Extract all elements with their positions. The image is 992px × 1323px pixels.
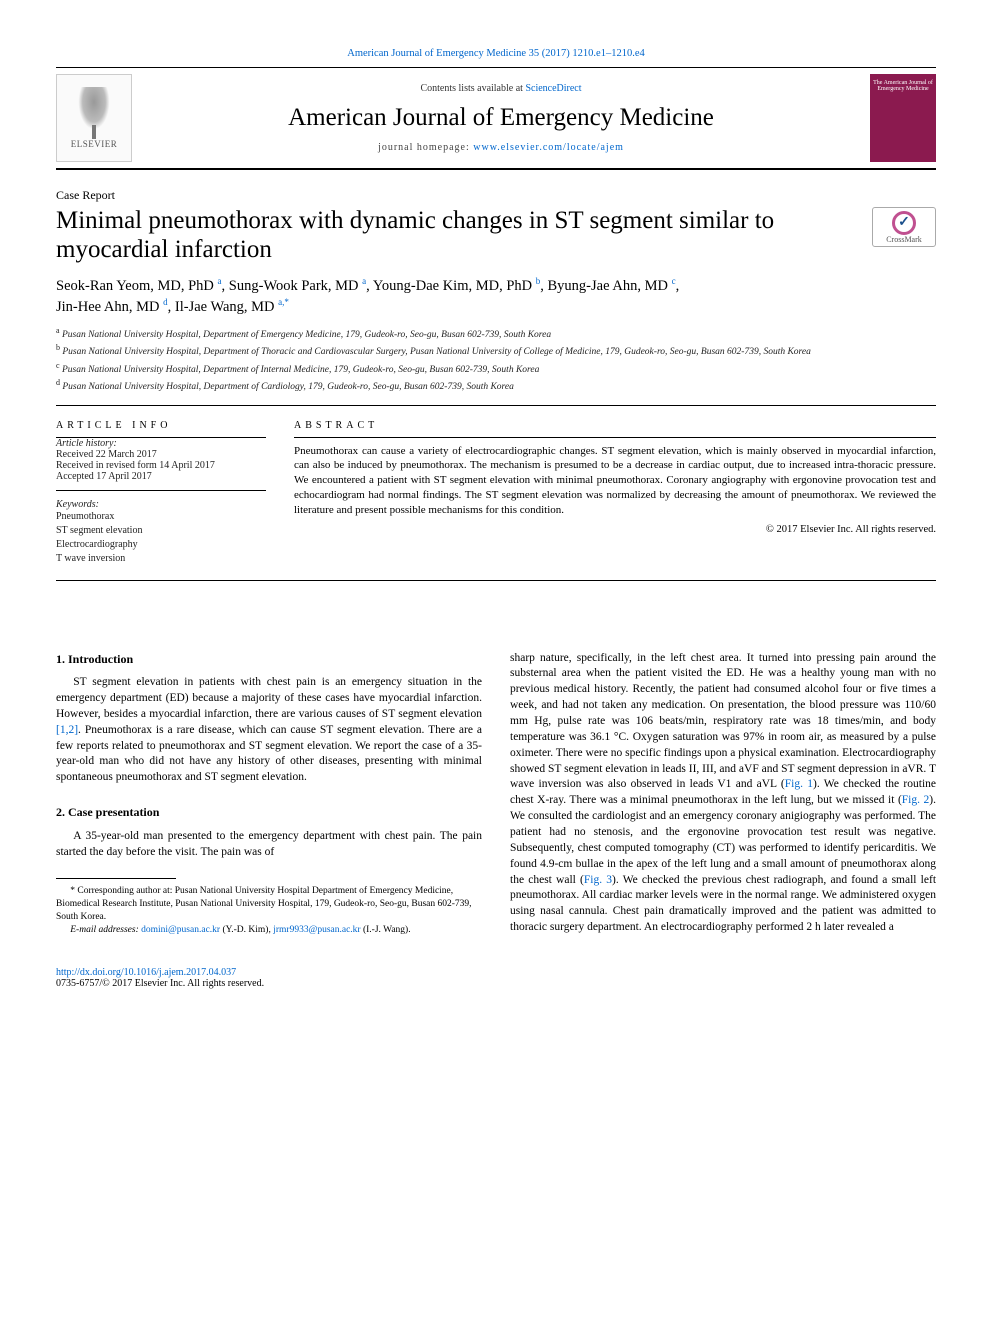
case-para-1: A 35-year-old man presented to the emerg… [56,829,482,861]
sep: , [676,277,680,293]
crossmark-label: CrossMark [886,235,922,244]
keywords-block: Keywords: Pneumothorax ST segment elevat… [56,499,266,566]
cover-label: The American Journal of Emergency Medici… [872,80,934,92]
crossmark-badge[interactable]: ✓ CrossMark [872,207,936,247]
section-heading-case: 2. Case presentation [56,804,482,821]
case-text-c: ). We consulted the cardiologist and an … [510,794,936,885]
author-5: Jin-Hee Ahn, MD [56,298,163,314]
affiliations: a Pusan National University Hospital, De… [56,325,936,395]
sep: , Byung-Jae Ahn, MD [540,277,671,293]
doi-link[interactable]: http://dx.doi.org/10.1016/j.ajem.2017.04… [56,967,236,978]
keyword: Pneumothorax [56,510,266,524]
abstract-copyright: © 2017 Elsevier Inc. All rights reserved… [294,524,936,535]
affil-b: Pusan National University Hospital, Depa… [62,347,811,357]
affil-c: Pusan National University Hospital, Depa… [62,365,539,375]
email-link-1[interactable]: domini@pusan.ac.kr [141,925,220,935]
email-link-2[interactable]: jrmr9933@pusan.ac.kr [273,925,360,935]
authors-list: Seok-Ran Yeom, MD, PhD a, Sung-Wook Park… [56,275,936,317]
crossmark-icon: ✓ [892,211,916,235]
accepted-date: Accepted 17 April 2017 [56,471,266,482]
sep: , Il-Jae Wang, MD [168,298,279,314]
corresponding-footnote: * Corresponding author at: Pusan Nationa… [56,885,482,923]
abstract-column: abstract Pneumothorax can cause a variet… [294,420,936,566]
email-name-2: (I.-J. Wang). [361,925,411,935]
journal-cover-thumb[interactable]: The American Journal of Emergency Medici… [870,74,936,162]
author-1: Seok-Ran Yeom, MD, PhD [56,277,218,293]
case-text-a: sharp nature, specifically, in the left … [510,652,936,791]
affil-a: Pusan National University Hospital, Depa… [62,330,551,340]
article-title: Minimal pneumothorax with dynamic change… [56,207,858,265]
publisher-logo[interactable]: ELSEVIER [56,74,132,162]
divider [294,437,936,438]
publisher-label: ELSEVIER [71,139,118,149]
page-footer: http://dx.doi.org/10.1016/j.ajem.2017.04… [56,967,936,989]
keywords-label: Keywords: [56,499,266,510]
revised-date: Received in revised form 14 April 2017 [56,460,266,471]
email-footnote: E-mail addresses: domini@pusan.ac.kr (Y.… [56,924,482,937]
intro-text-b: . Pneumothorax is a rare disease, which … [56,724,482,784]
case-para-2: sharp nature, specifically, in the left … [510,651,936,936]
footnote-rule [56,878,176,879]
received-date: Received 22 March 2017 [56,449,266,460]
info-abstract-row: article info Article history: Received 2… [56,420,936,581]
contents-prefix: Contents lists available at [420,83,525,94]
sciencedirect-link[interactable]: ScienceDirect [525,83,581,94]
sep: , Young-Dae Kim, MD, PhD [366,277,536,293]
fig-link-2[interactable]: Fig. 2 [902,794,930,806]
ref-link-12[interactable]: [1,2] [56,724,78,736]
fig-link-1[interactable]: Fig. 1 [785,778,813,790]
article-body: 1. Introduction ST segment elevation in … [56,651,936,937]
contents-line: Contents lists available at ScienceDirec… [420,83,581,94]
emails-label: E-mail addresses: [70,925,141,935]
section-heading-intro: 1. Introduction [56,651,482,668]
intro-paragraph: ST segment elevation in patients with ch… [56,675,482,786]
corresponding-star[interactable]: * [284,297,289,307]
abstract-heading: abstract [294,420,936,431]
homepage-link[interactable]: www.elsevier.com/locate/ajem [473,142,624,153]
divider [56,405,936,406]
header-center: Contents lists available at ScienceDirec… [146,74,856,162]
history-label: Article history: [56,438,266,449]
journal-citation[interactable]: American Journal of Emergency Medicine 3… [56,48,936,59]
article-history: Article history: Received 22 March 2017 … [56,438,266,491]
homepage-prefix: journal homepage: [378,142,473,153]
article-info-column: article info Article history: Received 2… [56,420,266,566]
homepage-line: journal homepage: www.elsevier.com/locat… [378,142,624,153]
article-info-heading: article info [56,420,266,431]
article-type: Case Report [56,188,936,203]
keyword: T wave inversion [56,552,266,566]
journal-name: American Journal of Emergency Medicine [288,104,714,132]
keyword: ST segment elevation [56,524,266,538]
abstract-text: Pneumothorax can cause a variety of elec… [294,444,936,518]
issn-copyright: 0735-6757/© 2017 Elsevier Inc. All right… [56,978,936,989]
sep: , Sung-Wook Park, MD [222,277,363,293]
journal-header: ELSEVIER Contents lists available at Sci… [56,67,936,170]
intro-text-a: ST segment elevation in patients with ch… [56,676,482,720]
affil-d: Pusan National University Hospital, Depa… [62,382,513,392]
keyword: Electrocardiography [56,538,266,552]
elsevier-tree-icon [74,87,114,137]
email-name-1: (Y.-D. Kim), [220,925,273,935]
fig-link-3[interactable]: Fig. 3 [584,874,612,886]
